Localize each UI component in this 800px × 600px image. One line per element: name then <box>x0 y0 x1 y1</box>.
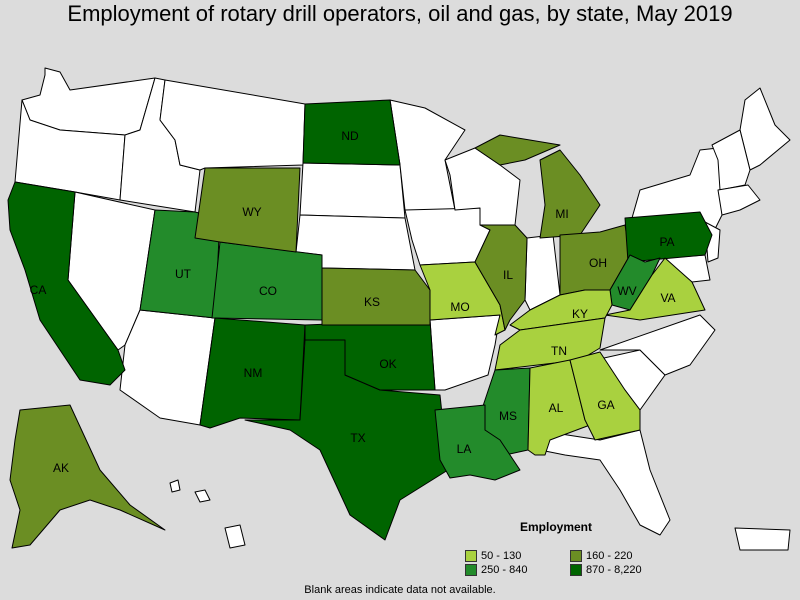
state-label: TN <box>551 344 567 358</box>
state-NC[interactable] <box>599 314 716 376</box>
state-labels: CA UT CO WY NM TX OK KS ND MO IL MI OH P… <box>30 129 676 475</box>
state-AK[interactable] <box>9 404 166 549</box>
state-label: TX <box>350 431 365 445</box>
map-title: Employment of rotary drill operators, oi… <box>67 1 733 26</box>
state-SD[interactable] <box>299 162 406 219</box>
state-MI-lower[interactable] <box>539 149 601 239</box>
state-HI[interactable] <box>169 479 181 493</box>
state-AR[interactable] <box>429 314 501 391</box>
state-MT[interactable] <box>159 79 306 171</box>
state-GA[interactable] <box>569 351 641 441</box>
legend-label: 50 - 130 <box>481 550 522 562</box>
state-label: AL <box>549 401 564 415</box>
state-CA[interactable] <box>7 181 126 386</box>
state-MI[interactable] <box>474 134 561 166</box>
state-label: WV <box>617 284 636 298</box>
state-MA-CT-RI[interactable] <box>717 184 761 216</box>
state-LA[interactable] <box>434 404 521 481</box>
state-label: PA <box>659 235 674 249</box>
state-label: MI <box>555 207 568 221</box>
state-label: AK <box>53 461 69 475</box>
legend-item: 50 - 130 <box>465 550 570 562</box>
state-KY[interactable] <box>509 289 613 331</box>
state-CO[interactable] <box>211 241 323 321</box>
state-label: ND <box>341 129 359 143</box>
state-label: MO <box>450 300 469 314</box>
state-label: NM <box>244 366 263 380</box>
legend-item: 160 - 220 <box>570 550 670 562</box>
state-label: KY <box>572 307 588 321</box>
state-label: GA <box>597 398 614 412</box>
state-label: WY <box>242 205 261 219</box>
state-label: UT <box>175 267 192 281</box>
legend-swatch <box>465 564 477 576</box>
legend-swatch <box>465 550 477 562</box>
state-ND[interactable] <box>302 99 401 166</box>
state-label: KS <box>364 295 380 309</box>
state-AZ[interactable] <box>119 309 216 426</box>
legend-items: 50 - 130 160 - 220 250 - 840 870 - 8,220 <box>465 550 665 576</box>
state-WY[interactable] <box>194 167 301 253</box>
state-label: IL <box>503 268 513 282</box>
state-PA[interactable] <box>624 211 713 263</box>
legend-item: 870 - 8,220 <box>570 564 670 576</box>
state-HI-3[interactable] <box>224 524 246 549</box>
legend-title: Employment <box>520 520 593 534</box>
state-PR[interactable] <box>734 527 791 551</box>
state-label: LA <box>457 442 472 456</box>
state-HI-2[interactable] <box>194 489 211 503</box>
state-label: CA <box>30 283 47 297</box>
legend-label: 250 - 840 <box>481 564 528 576</box>
state-OK[interactable] <box>304 319 436 391</box>
legend-item: 250 - 840 <box>465 564 570 576</box>
states-with-data <box>7 99 713 549</box>
legend-swatch <box>570 550 582 562</box>
state-label: CO <box>259 284 277 298</box>
state-ME[interactable] <box>739 87 791 171</box>
legend-label: 160 - 220 <box>586 550 633 562</box>
legend-swatch <box>570 564 582 576</box>
state-label: OH <box>589 256 607 270</box>
state-IL[interactable] <box>474 224 528 331</box>
state-label: MS <box>499 409 517 423</box>
state-label: VA <box>660 291 675 305</box>
footnote: Blank areas indicate data not available. <box>304 584 496 596</box>
state-VA[interactable] <box>604 257 706 321</box>
state-MN[interactable] <box>389 99 466 211</box>
legend: Employment 50 - 130 160 - 220 250 - 840 … <box>465 520 665 576</box>
state-WV[interactable] <box>609 254 661 311</box>
state-label: OK <box>379 357 396 371</box>
legend-label: 870 - 8,220 <box>586 564 642 576</box>
